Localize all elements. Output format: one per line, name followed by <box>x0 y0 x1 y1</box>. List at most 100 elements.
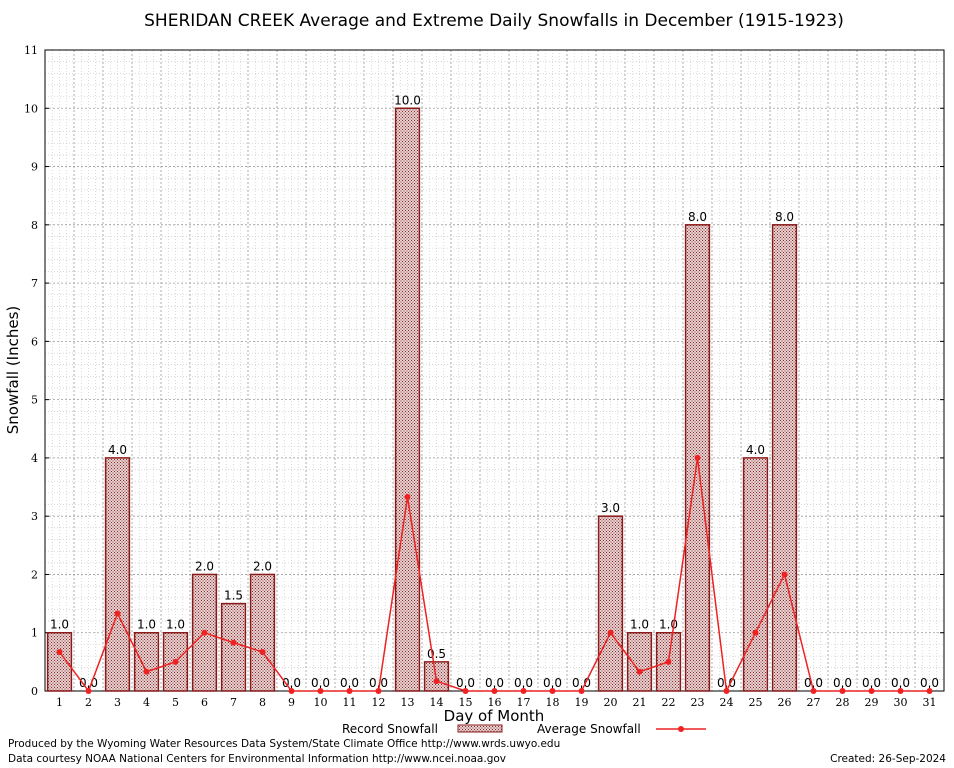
record-bar <box>249 573 276 692</box>
bar-value-label: 0.5 <box>427 647 446 661</box>
average-point <box>578 688 585 694</box>
bar-value-label: 0.0 <box>485 676 504 690</box>
x-tick-label: 8 <box>259 696 266 709</box>
bar-value-label: 1.0 <box>166 618 185 632</box>
x-tick-label: 2 <box>85 696 92 709</box>
record-bar <box>626 631 653 692</box>
average-point <box>752 629 759 636</box>
bar-value-label: 1.0 <box>137 618 156 632</box>
record-bar <box>771 224 798 692</box>
x-tick-label: 1 <box>56 696 63 709</box>
y-axis-title: Snowfall (Inches) <box>4 306 22 434</box>
x-tick-label: 16 <box>488 696 502 709</box>
bar-value-label: 0.0 <box>311 676 330 690</box>
y-tick-label: 3 <box>31 510 38 523</box>
y-axis-ticks: 0 1 2 3 4 5 6 7 8 9 10 11 <box>24 44 944 698</box>
x-tick-label: 11 <box>343 696 357 709</box>
legend-label-record: Record Snowfall <box>342 722 438 736</box>
x-tick-label: 5 <box>172 696 179 709</box>
bar-value-label: 0.0 <box>891 676 910 690</box>
bar-value-label: 0.0 <box>369 676 388 690</box>
x-tick-label: 18 <box>546 696 560 709</box>
x-tick-label: 21 <box>633 696 647 709</box>
y-tick-label: 9 <box>31 161 38 174</box>
average-point <box>491 688 498 694</box>
record-bar <box>104 457 131 692</box>
x-tick-label: 22 <box>662 696 676 709</box>
x-tick-label: 30 <box>894 696 908 709</box>
x-tick-label: 15 <box>459 696 473 709</box>
bar-value-labels: 1.0 0.0 4.0 1.0 1.0 2.0 1.5 2.0 0.0 0.0 0.0 0.0 10.0… <box>50 93 939 690</box>
bar-value-label: 0.0 <box>717 676 736 690</box>
average-point <box>607 629 614 636</box>
average-point <box>230 639 237 646</box>
x-tick-label: 23 <box>691 696 705 709</box>
bar-value-label: 0.0 <box>456 676 475 690</box>
footer-produced-by: Produced by the Wyoming Water Resources … <box>8 738 561 750</box>
x-tick-label: 24 <box>720 696 734 709</box>
y-tick-label: 7 <box>31 277 38 290</box>
average-point <box>259 648 266 655</box>
bar-value-label: 3.0 <box>601 501 620 515</box>
legend-swatch-average-marker <box>678 726 684 732</box>
bar-value-label: 8.0 <box>775 210 794 224</box>
x-tick-label: 26 <box>778 696 792 709</box>
average-point <box>114 610 121 617</box>
average-point <box>926 688 933 694</box>
x-tick-label: 31 <box>923 696 937 709</box>
bar-value-label: 0.0 <box>804 676 823 690</box>
x-tick-label: 14 <box>430 696 444 709</box>
bar-value-label: 0.0 <box>833 676 852 690</box>
x-tick-label: 12 <box>372 696 386 709</box>
bar-value-label: 0.0 <box>862 676 881 690</box>
record-bar <box>220 602 247 692</box>
x-tick-label: 29 <box>865 696 879 709</box>
x-tick-label: 28 <box>836 696 850 709</box>
x-tick-label: 3 <box>114 696 121 709</box>
record-bar <box>742 457 769 692</box>
bar-value-label: 0.0 <box>514 676 533 690</box>
record-bar <box>597 515 624 692</box>
y-tick-label: 2 <box>31 568 38 581</box>
y-tick-label: 8 <box>31 219 38 232</box>
bar-value-label: 1.5 <box>224 589 243 603</box>
average-point <box>839 688 846 694</box>
y-tick-label: 11 <box>24 44 38 57</box>
bar-value-label: 0.0 <box>340 676 359 690</box>
bar-value-label: 1.0 <box>50 618 69 632</box>
x-tick-label: 20 <box>604 696 618 709</box>
y-tick-label: 4 <box>31 452 38 465</box>
average-point <box>665 658 672 665</box>
y-tick-label: 0 <box>31 685 38 698</box>
average-point <box>56 648 63 655</box>
bar-value-label: 0.0 <box>543 676 562 690</box>
bar-value-label: 2.0 <box>195 559 214 573</box>
x-tick-label: 17 <box>517 696 531 709</box>
bar-value-label: 0.0 <box>282 676 301 690</box>
footer-created: Created: 26-Sep-2024 <box>830 753 946 765</box>
bar-value-label: 8.0 <box>688 210 707 224</box>
record-bar <box>133 631 160 692</box>
average-point <box>723 688 730 694</box>
legend-swatch-record <box>457 724 503 733</box>
average-point <box>462 688 469 694</box>
bar-value-label: 4.0 <box>746 443 765 457</box>
x-tick-label: 4 <box>143 696 150 709</box>
bar-value-label: 0.0 <box>572 676 591 690</box>
bar-value-label: 0.0 <box>920 676 939 690</box>
x-tick-label: 19 <box>575 696 589 709</box>
average-point <box>694 454 701 461</box>
y-tick-label: 10 <box>24 102 38 115</box>
y-tick-label: 6 <box>31 335 38 348</box>
average-point <box>781 571 788 578</box>
y-tick-label: 1 <box>31 627 38 640</box>
footer-data-courtesy: Data courtesy NOAA National Centers for … <box>8 753 507 765</box>
x-tick-label: 25 <box>749 696 763 709</box>
x-tick-label: 9 <box>288 696 295 709</box>
minor-gridlines <box>45 50 944 691</box>
bar-value-label: 10.0 <box>394 93 421 107</box>
average-point <box>549 688 556 694</box>
average-point <box>520 688 527 694</box>
chart-title: SHERIDAN CREEK Average and Extreme Daily… <box>144 11 844 31</box>
